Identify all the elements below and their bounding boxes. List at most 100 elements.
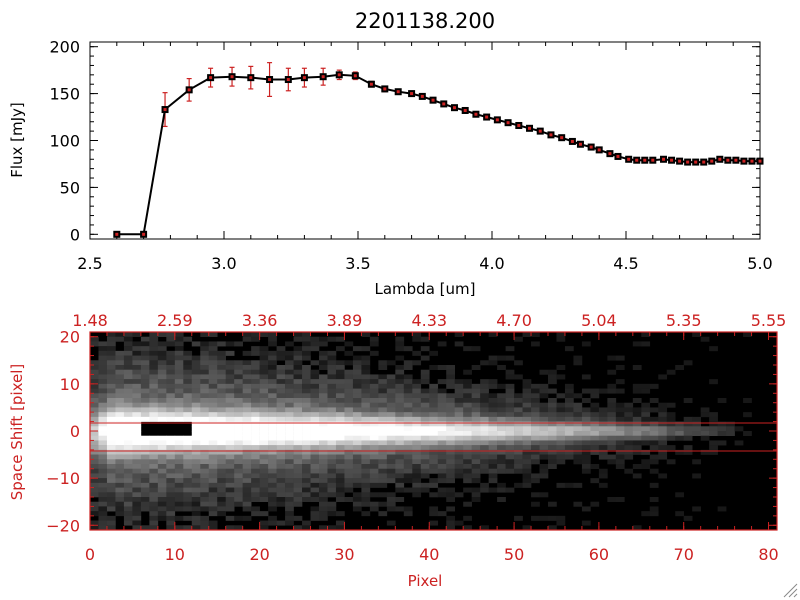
heatmap-cell [234,468,243,474]
heatmap-cell [624,412,634,418]
heatmap-cell [268,332,277,338]
heatmap-cell [319,407,328,413]
heatmap-cell [285,379,294,385]
heatmap-cell [183,393,193,399]
heatmap-cell [454,416,464,422]
heatmap-cell [497,468,506,474]
heatmap-cell [522,421,532,427]
heatmap-cell [90,478,99,484]
heatmap-cell [157,497,167,503]
heatmap-cell [276,350,286,356]
heatmap-cell [632,416,642,422]
heatmap-cell [225,487,235,493]
heatmap-cell [573,482,583,488]
heatmap-cell [149,511,159,517]
heatmap-cell [488,421,498,427]
heatmap-cell [335,445,345,451]
heatmap-cell [344,454,354,460]
heatmap-cell [242,402,252,408]
heatmap-cell [319,355,328,361]
heatmap-cell [531,402,540,408]
heatmap-cell [285,383,294,389]
heatmap-cell [624,468,634,474]
heatmap-cell [166,459,176,465]
heatmap-cell [123,402,133,408]
heatmap-cell [454,332,464,338]
heatmap-cell [531,431,540,437]
heatmap-cell [420,449,430,455]
heatmap-cell [395,478,405,484]
heatmap-cell [607,426,617,432]
heatmap-cell [319,492,328,498]
heatmap-cell [446,431,455,437]
heatmap-cell [285,478,294,484]
heatmap-cell [463,468,472,474]
heatmap-cell [531,459,540,465]
heatmap-cell [378,449,388,455]
heatmap-cell [98,402,108,408]
heatmap-cell [531,478,540,484]
heatmap-cell [581,445,591,451]
heatmap-cell [556,426,566,432]
heatmap-cell [106,416,116,422]
heatmap-cell [386,360,396,366]
heatmap-cell [225,398,235,404]
heatmap-cell [302,525,311,531]
heatmap-cell [539,426,549,432]
heatmap-cell [310,388,320,394]
heatmap-cell [268,431,277,437]
heatmap-cell [488,464,498,470]
heatmap-cell [675,431,684,437]
heatmap-cell [480,525,489,531]
heatmap-cell [319,449,328,455]
heatmap-cell [548,426,557,432]
heatmap-cell [123,459,133,465]
heatmap-cell [208,398,218,404]
heatmap-cell [361,473,371,479]
spectrum-data-point-core [463,108,467,112]
heatmap-cell [319,478,328,484]
spectrum-y-axis-label: Flux [mJy] [8,102,26,178]
heatmap-cell [437,416,447,422]
heatmap-cell [717,398,727,404]
heatmap-cell [106,426,116,432]
heatmap-cell [454,459,464,465]
heatmap-cell [471,454,481,460]
spectrum-data-point-core [597,148,601,152]
heatmap-cell [666,412,676,418]
heatmap-cell [446,520,455,526]
heatmap-cell [174,355,184,361]
heatmap-cell [429,407,439,413]
heatmap-cell [454,440,464,446]
heatmap-cell [429,449,439,455]
heatmap-cell [683,431,693,437]
heatmap-cell [658,449,668,455]
heatmap-cell [259,464,269,470]
heatmap-cell [581,449,591,455]
heatmap-cell [505,431,515,437]
heatmap-cell [412,336,422,342]
heatmap-cell [276,520,286,526]
heatmap-cell [200,492,210,498]
resize-grip-icon[interactable] [783,583,798,598]
heatmap-cell [285,492,294,498]
heatmap-cell [607,388,617,394]
heatmap-cell [310,445,320,451]
heatmap-cell [90,492,99,498]
heatmap-cell [285,449,294,455]
spectrum-data-point-core [734,158,738,162]
heatmap-cell [115,468,125,474]
heatmap-cell [140,407,150,413]
heatmap-cell [548,459,557,465]
heatmap-cell [302,407,311,413]
image-x-tick-label: 40 [419,545,439,564]
heatmap-cell [225,473,235,479]
heatmap-cell [446,369,455,375]
heatmap-cell [293,421,303,427]
heatmap-cell [369,341,379,347]
heatmap-cell [200,379,210,385]
heatmap-cell [352,374,362,380]
heatmap-cell [191,487,201,493]
heatmap-cell [276,355,286,361]
heatmap-cell [717,431,727,437]
